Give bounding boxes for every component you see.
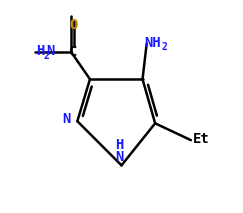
Text: O: O	[69, 18, 77, 32]
Text: Et: Et	[193, 132, 210, 146]
Text: C: C	[69, 45, 77, 59]
Text: N: N	[115, 150, 124, 164]
Text: N: N	[46, 44, 55, 58]
Text: H: H	[36, 44, 45, 58]
Text: NH: NH	[145, 36, 161, 50]
Text: 2: 2	[162, 42, 168, 52]
Text: N: N	[63, 112, 71, 126]
Text: H: H	[115, 138, 124, 152]
Text: 2: 2	[43, 51, 49, 61]
